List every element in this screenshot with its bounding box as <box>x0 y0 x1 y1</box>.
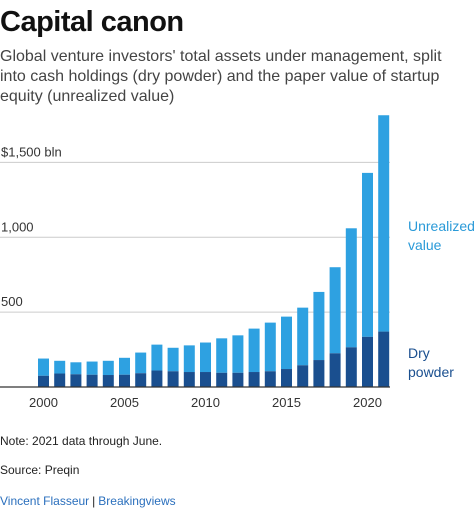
bar-dry-powder-2001 <box>54 373 66 387</box>
bar-dry-powder-2014 <box>264 371 276 387</box>
bar-unrealized-2004 <box>102 360 114 376</box>
bar-unrealized-2000 <box>38 358 49 376</box>
bar-unrealized-2021 <box>378 115 390 332</box>
chart-title: Capital canon <box>0 6 184 38</box>
bar-dry-powder-2008 <box>167 371 179 387</box>
bar-unrealized-2014 <box>264 322 276 372</box>
legend-dry-powder-line1: Dry <box>408 345 430 361</box>
bar-dry-powder-2012 <box>232 372 244 387</box>
bar-dry-powder-2003 <box>86 374 98 387</box>
legend-dry-powder-line2: powder <box>408 364 454 380</box>
credit-separator: | <box>92 494 96 508</box>
bar-dry-powder-2009 <box>183 372 195 387</box>
bar-dry-powder-2016 <box>297 365 309 387</box>
bar-unrealized-2017 <box>313 291 325 361</box>
bar-dry-powder-2006 <box>135 373 147 387</box>
bar-dry-powder-2021 <box>378 331 390 387</box>
legend-unrealized-line2: value <box>408 237 442 253</box>
bar-unrealized-2008 <box>167 347 179 372</box>
bar-unrealized-2003 <box>86 361 98 375</box>
bar-unrealized-2013 <box>248 328 260 373</box>
chart-note: Note: 2021 data through June. <box>0 434 163 448</box>
bar-unrealized-2011 <box>216 338 228 373</box>
bar-dry-powder-2013 <box>248 372 260 387</box>
y-tick-label: 1,000 <box>1 219 34 234</box>
bar-dry-powder-2018 <box>329 353 341 387</box>
bar-dry-powder-2017 <box>313 360 325 387</box>
y-tick-label: $1,500 bln <box>1 144 62 159</box>
y-tick-label: 500 <box>1 294 23 309</box>
bar-unrealized-2005 <box>119 357 130 375</box>
chart-source: Source: Preqin <box>0 463 80 477</box>
bar-dry-powder-2002 <box>70 374 82 387</box>
bar-dry-powder-2020 <box>362 336 373 387</box>
bar-unrealized-2002 <box>70 362 82 375</box>
bar-unrealized-2007 <box>151 344 163 371</box>
bar-dry-powder-2010 <box>200 372 211 387</box>
bar-unrealized-2019 <box>345 228 357 348</box>
bar-dry-powder-2011 <box>216 372 228 387</box>
bar-dry-powder-2015 <box>281 369 292 387</box>
bar-dry-powder-2005 <box>119 374 130 387</box>
bar-unrealized-2009 <box>183 345 195 373</box>
x-tick-label: 2015 <box>272 395 301 410</box>
bar-unrealized-2006 <box>135 352 147 374</box>
bar-unrealized-2018 <box>329 267 341 354</box>
x-tick-label: 2000 <box>29 395 58 410</box>
credit-outlet: Breakingviews <box>98 494 176 508</box>
bar-unrealized-2015 <box>281 316 292 370</box>
bar-dry-powder-2000 <box>38 375 49 387</box>
chart-credit: Vincent Flasseur | Breakingviews <box>0 494 176 508</box>
x-tick-label: 2020 <box>353 395 382 410</box>
chart-subtitle: Global venture investors' total assets u… <box>0 48 442 105</box>
credit-author: Vincent Flasseur <box>0 494 90 508</box>
bar-unrealized-2010 <box>200 342 211 373</box>
bar-dry-powder-2007 <box>151 370 163 387</box>
legend-unrealized-line1: Unrealized <box>408 218 474 234</box>
bar-dry-powder-2019 <box>345 347 357 387</box>
bar-unrealized-2001 <box>54 360 66 374</box>
bar-unrealized-2012 <box>232 335 244 373</box>
x-tick-label: 2005 <box>110 395 139 410</box>
bar-unrealized-2016 <box>297 307 309 366</box>
bar-dry-powder-2004 <box>102 375 114 387</box>
bar-unrealized-2020 <box>362 172 373 337</box>
x-tick-label: 2010 <box>191 395 220 410</box>
